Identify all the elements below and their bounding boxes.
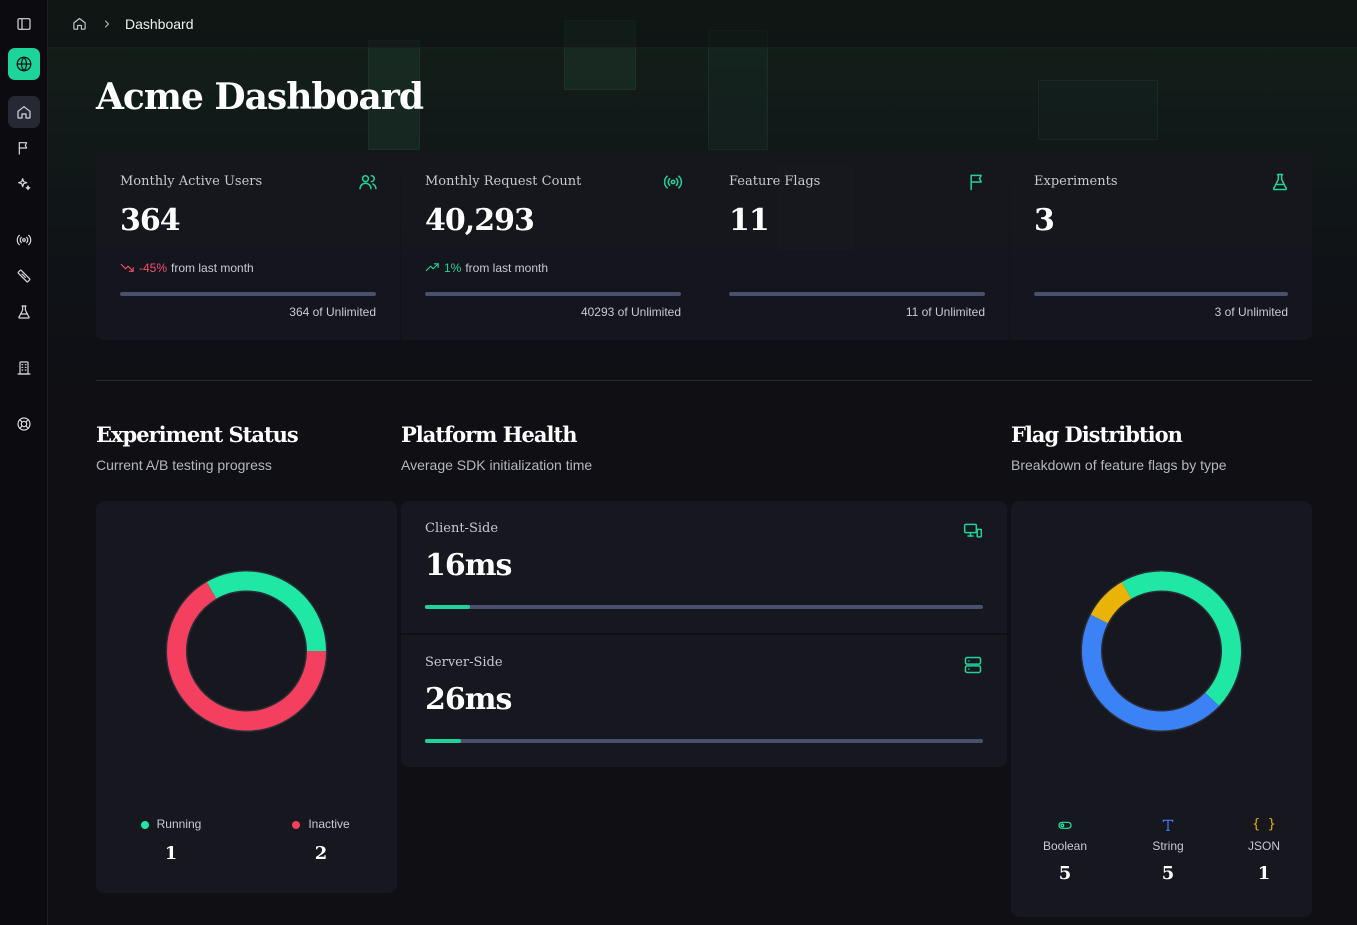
platform-health-subtitle: Average SDK initialization time bbox=[401, 457, 593, 473]
nav-ruler-icon[interactable] bbox=[8, 260, 40, 292]
flag-type-string: String 5 bbox=[1128, 817, 1208, 884]
stat-label: Monthly Active Users bbox=[120, 174, 263, 189]
stat-card-flags: Feature Flags 11 11 of Unlimited bbox=[705, 152, 1009, 340]
experiment-status-donut bbox=[165, 570, 328, 732]
server-icon bbox=[963, 655, 983, 680]
health-client-card: Client-Side 16ms bbox=[401, 501, 1007, 633]
health-bar-fill bbox=[425, 739, 462, 743]
inactive-slice bbox=[167, 582, 326, 731]
usage-bar bbox=[425, 292, 681, 296]
legend-value: 2 bbox=[314, 843, 328, 864]
health-bar bbox=[425, 605, 983, 609]
flag-distribution-title: Flag Distribtion bbox=[1011, 422, 1183, 447]
flag-distribution-card: Boolean 5 String 5 { } JSON 1 bbox=[1011, 501, 1312, 917]
nav-building-icon[interactable] bbox=[8, 352, 40, 384]
nav-help-icon[interactable] bbox=[8, 408, 40, 440]
flag-distribution-subtitle: Breakdown of feature flags by type bbox=[1011, 457, 1227, 473]
chevron-right-icon bbox=[101, 18, 113, 30]
usage-bar bbox=[120, 292, 376, 296]
legend-inactive: Inactive bbox=[276, 817, 366, 831]
stat-change-value: 1% bbox=[444, 260, 462, 275]
stat-value: 11 bbox=[729, 203, 770, 238]
stat-value: 40,293 bbox=[425, 203, 535, 238]
stat-label: Experiments bbox=[1034, 174, 1118, 189]
usage-bar bbox=[1034, 292, 1288, 296]
stat-change-suffix: from last month bbox=[465, 260, 549, 275]
health-bar-fill bbox=[425, 605, 470, 609]
nav-flask-icon[interactable] bbox=[8, 296, 40, 328]
stat-change: -45% from last month bbox=[120, 260, 254, 275]
stat-card-mau: Monthly Active Users 364 -45% from last … bbox=[96, 152, 400, 340]
nav-flags-icon[interactable] bbox=[8, 132, 40, 164]
stat-change-value: -45% bbox=[139, 260, 168, 275]
logo-globe-icon[interactable] bbox=[8, 48, 40, 80]
breadcrumb-current: Dashboard bbox=[125, 15, 194, 32]
health-bar bbox=[425, 739, 983, 743]
stat-limit: 40293 of Unlimited bbox=[580, 305, 681, 319]
flag-type-label: Boolean bbox=[1042, 839, 1088, 853]
trending-down-icon bbox=[120, 260, 135, 275]
running-dot bbox=[140, 820, 149, 829]
flag-icon bbox=[967, 172, 987, 192]
sidebar-toggle-icon[interactable] bbox=[8, 8, 40, 40]
string-slice bbox=[1082, 614, 1220, 731]
legend-label: Inactive bbox=[308, 817, 350, 831]
radio-icon bbox=[663, 172, 683, 192]
flag-type-value: 5 bbox=[1058, 863, 1072, 884]
breadcrumb-home-icon[interactable] bbox=[72, 16, 87, 31]
flag-type-value: 5 bbox=[1161, 863, 1175, 884]
flag-type-label: JSON bbox=[1247, 839, 1280, 853]
page-title: Acme Dashboard bbox=[96, 76, 424, 118]
legend-running: Running bbox=[126, 817, 216, 831]
stat-limit: 3 of Unlimited bbox=[1214, 305, 1288, 319]
toggle-icon bbox=[1025, 817, 1105, 833]
running-slice bbox=[206, 571, 326, 652]
flag-distribution-donut bbox=[1080, 570, 1243, 732]
stat-card-experiments: Experiments 3 3 of Unlimited bbox=[1010, 152, 1312, 340]
usage-bar bbox=[729, 292, 985, 296]
stat-value: 3 bbox=[1034, 203, 1055, 238]
sidebar bbox=[0, 0, 48, 925]
stat-label: Feature Flags bbox=[729, 174, 821, 189]
users-icon bbox=[358, 172, 378, 192]
stat-label: Monthly Request Count bbox=[425, 174, 582, 189]
nav-radio-icon[interactable] bbox=[8, 224, 40, 256]
json-slice bbox=[1090, 582, 1132, 624]
flag-type-value: 1 bbox=[1257, 863, 1271, 884]
devices-icon bbox=[963, 521, 983, 546]
stat-limit: 11 of Unlimited bbox=[905, 305, 985, 319]
flag-type-label: String bbox=[1152, 839, 1184, 853]
trending-up-icon bbox=[425, 260, 440, 275]
legend-value: 1 bbox=[164, 843, 178, 864]
topbar: Dashboard bbox=[48, 0, 1357, 48]
nav-home-icon[interactable] bbox=[8, 96, 40, 128]
health-server-card: Server-Side 26ms bbox=[401, 635, 1007, 767]
flag-type-boolean: Boolean 5 bbox=[1025, 817, 1105, 884]
section-divider bbox=[96, 380, 1312, 381]
health-label: Server-Side bbox=[425, 655, 503, 670]
stat-change: 1% from last month bbox=[425, 260, 548, 275]
health-label: Client-Side bbox=[425, 521, 499, 536]
flag-type-json: { } JSON 1 bbox=[1224, 817, 1304, 884]
boolean-slice bbox=[1121, 571, 1241, 706]
stat-change-suffix: from last month bbox=[171, 260, 254, 275]
stat-limit: 364 of Unlimited bbox=[289, 305, 376, 319]
legend-label: Running bbox=[156, 817, 202, 831]
flask-icon bbox=[1270, 172, 1290, 192]
inactive-dot bbox=[292, 820, 301, 829]
health-value: 16ms bbox=[425, 548, 512, 583]
experiment-status-title: Experiment Status bbox=[96, 422, 299, 447]
platform-health-title: Platform Health bbox=[401, 422, 577, 447]
experiment-status-subtitle: Current A/B testing progress bbox=[96, 457, 272, 473]
braces-icon: { } bbox=[1252, 817, 1276, 832]
experiment-status-card: Running 1 Inactive 2 bbox=[96, 501, 397, 893]
stat-card-requests: Monthly Request Count 40,293 1% from las… bbox=[401, 152, 705, 340]
nav-sparkles-icon[interactable] bbox=[8, 168, 40, 200]
text-icon bbox=[1128, 817, 1208, 833]
health-value: 26ms bbox=[425, 682, 512, 717]
stat-value: 364 bbox=[120, 203, 181, 238]
